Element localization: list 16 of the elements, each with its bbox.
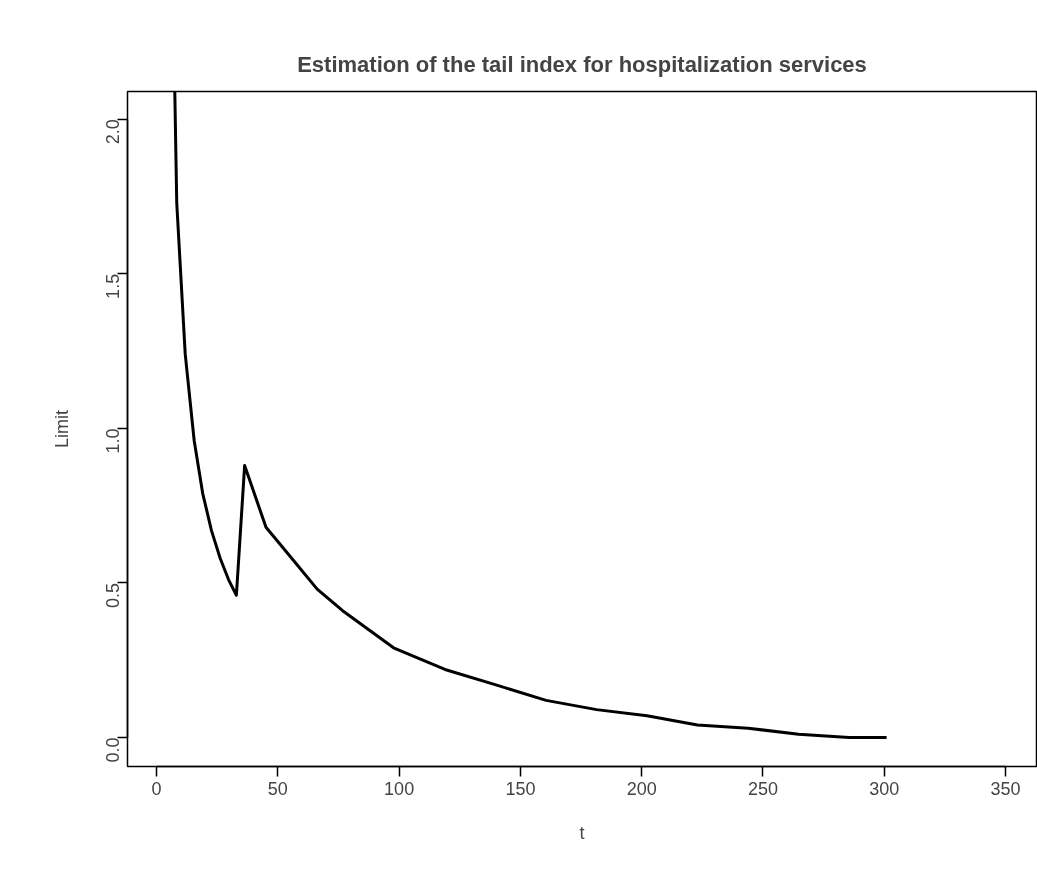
y-tick-label: 2.0 [103, 119, 123, 145]
y-axis-title: Limit [51, 409, 72, 448]
x-tick-label: 250 [747, 778, 778, 799]
y-tick-label: 0.0 [103, 737, 123, 763]
x-tick-label: 300 [869, 778, 900, 799]
x-axis-title: t [579, 822, 585, 843]
x-tick-label: 50 [267, 778, 288, 799]
y-tick-label: 0.5 [103, 582, 123, 608]
x-tick-label: 100 [384, 778, 415, 799]
y-tick-label: 1.5 [103, 273, 123, 299]
x-tick-label: 350 [990, 778, 1021, 799]
x-tick-label: 150 [505, 778, 536, 799]
y-tick-label: 1.0 [103, 428, 123, 454]
chart-title: Estimation of the tail index for hospitalization services [297, 51, 867, 77]
x-tick-label: 200 [626, 778, 657, 799]
x-tick-label: 0 [151, 778, 162, 799]
